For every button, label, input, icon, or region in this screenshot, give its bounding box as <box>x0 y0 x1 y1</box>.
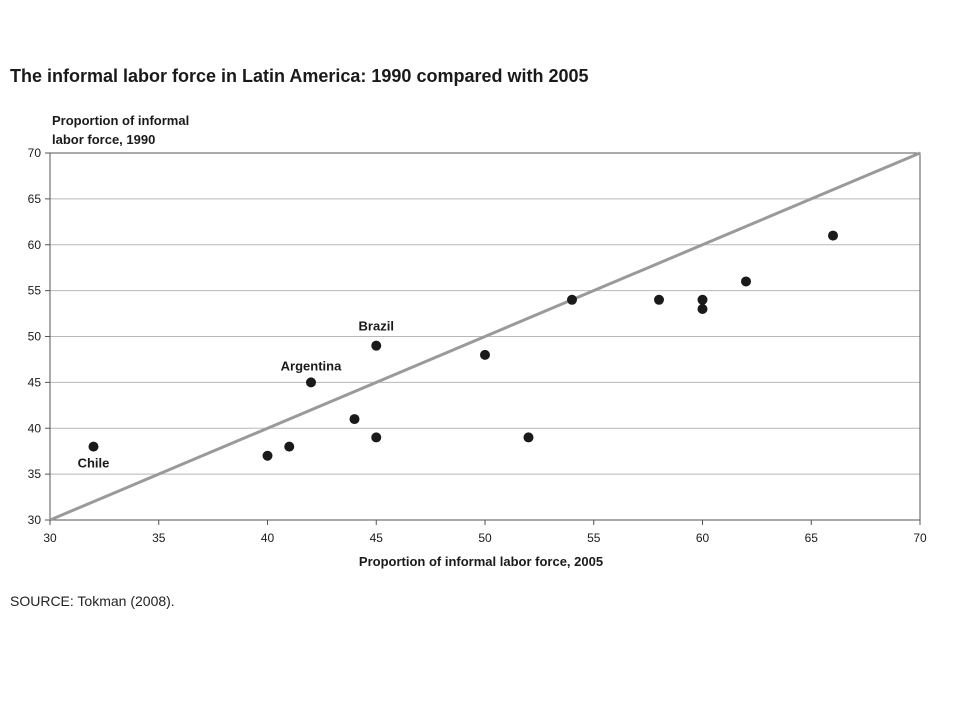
y-axis-title-line-2: labor force, 1990 <box>52 132 155 147</box>
data-point-2 <box>284 441 295 452</box>
point-label-argentina: Argentina <box>281 358 342 373</box>
data-point-1 <box>262 450 273 461</box>
y-tick-label-6: 60 <box>28 238 42 252</box>
y-tick-label-7: 65 <box>28 192 42 206</box>
y-tick-label-0: 30 <box>28 513 42 527</box>
x-tick-label-8: 70 <box>913 531 927 545</box>
x-axis-ticks: 30 35 40 45 50 55 60 65 70 <box>43 520 927 545</box>
source-note: SOURCE: Tokman (2008). <box>10 593 175 609</box>
x-tick-label-5: 55 <box>587 531 601 545</box>
data-point-4 <box>349 414 360 425</box>
x-tick-label-1: 35 <box>152 531 166 545</box>
x-tick-label-7: 65 <box>805 531 819 545</box>
data-point-10 <box>654 294 664 305</box>
y-tick-label-4: 50 <box>28 330 42 344</box>
y-tick-label-1: 35 <box>28 467 42 481</box>
y-axis-ticks: 30 35 40 45 50 55 60 65 70 <box>28 146 50 527</box>
y-axis-title-line-1: Proportion of informal <box>52 113 189 128</box>
x-tick-label-3: 45 <box>370 531 384 545</box>
x-tick-label-0: 30 <box>43 531 57 545</box>
reference-line-group <box>49 151 921 522</box>
chart-title: The informal labor force in Latin Americ… <box>10 66 589 86</box>
point-label-chile: Chile <box>78 456 110 471</box>
data-point-0 <box>88 441 99 452</box>
x-tick-label-6: 60 <box>696 531 710 545</box>
y-tick-label-3: 45 <box>28 375 42 389</box>
data-point-12 <box>697 303 708 314</box>
y-tick-label-8: 70 <box>28 146 42 160</box>
reference-line <box>49 151 921 522</box>
data-point-8 <box>523 432 534 443</box>
point-annotations: Chile Argentina Brazil <box>78 319 394 471</box>
point-label-brazil: Brazil <box>359 319 394 334</box>
x-tick-label-2: 40 <box>261 531 275 545</box>
data-point-11 <box>697 294 708 305</box>
data-point-9 <box>567 294 577 305</box>
data-point-7 <box>480 349 490 360</box>
x-axis-title: Proportion of informal labor force, 2005 <box>359 554 603 569</box>
data-point-6 <box>371 340 382 351</box>
data-points <box>88 230 838 461</box>
data-point-13 <box>741 276 751 287</box>
data-point-3 <box>306 377 316 388</box>
y-tick-label-5: 55 <box>28 284 42 298</box>
x-tick-label-4: 50 <box>478 531 492 545</box>
data-point-5 <box>371 432 382 443</box>
data-point-14 <box>828 230 838 241</box>
y-tick-label-2: 40 <box>28 421 42 435</box>
